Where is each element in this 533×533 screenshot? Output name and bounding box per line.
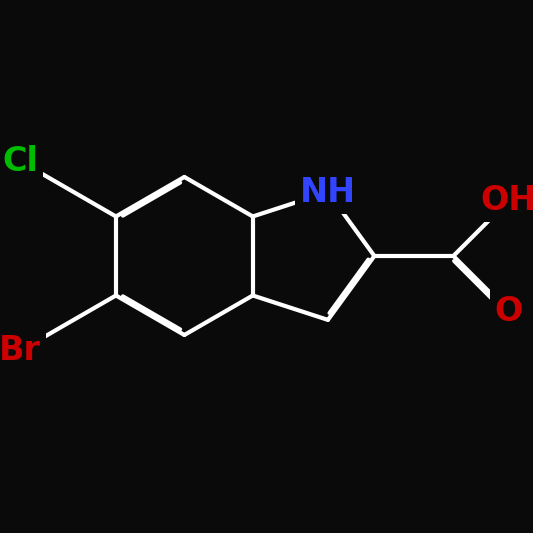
Text: Br: Br — [0, 334, 41, 367]
Text: NH: NH — [300, 175, 356, 208]
Text: O: O — [495, 295, 523, 328]
Text: Cl: Cl — [2, 144, 38, 177]
Text: OH: OH — [481, 184, 533, 217]
